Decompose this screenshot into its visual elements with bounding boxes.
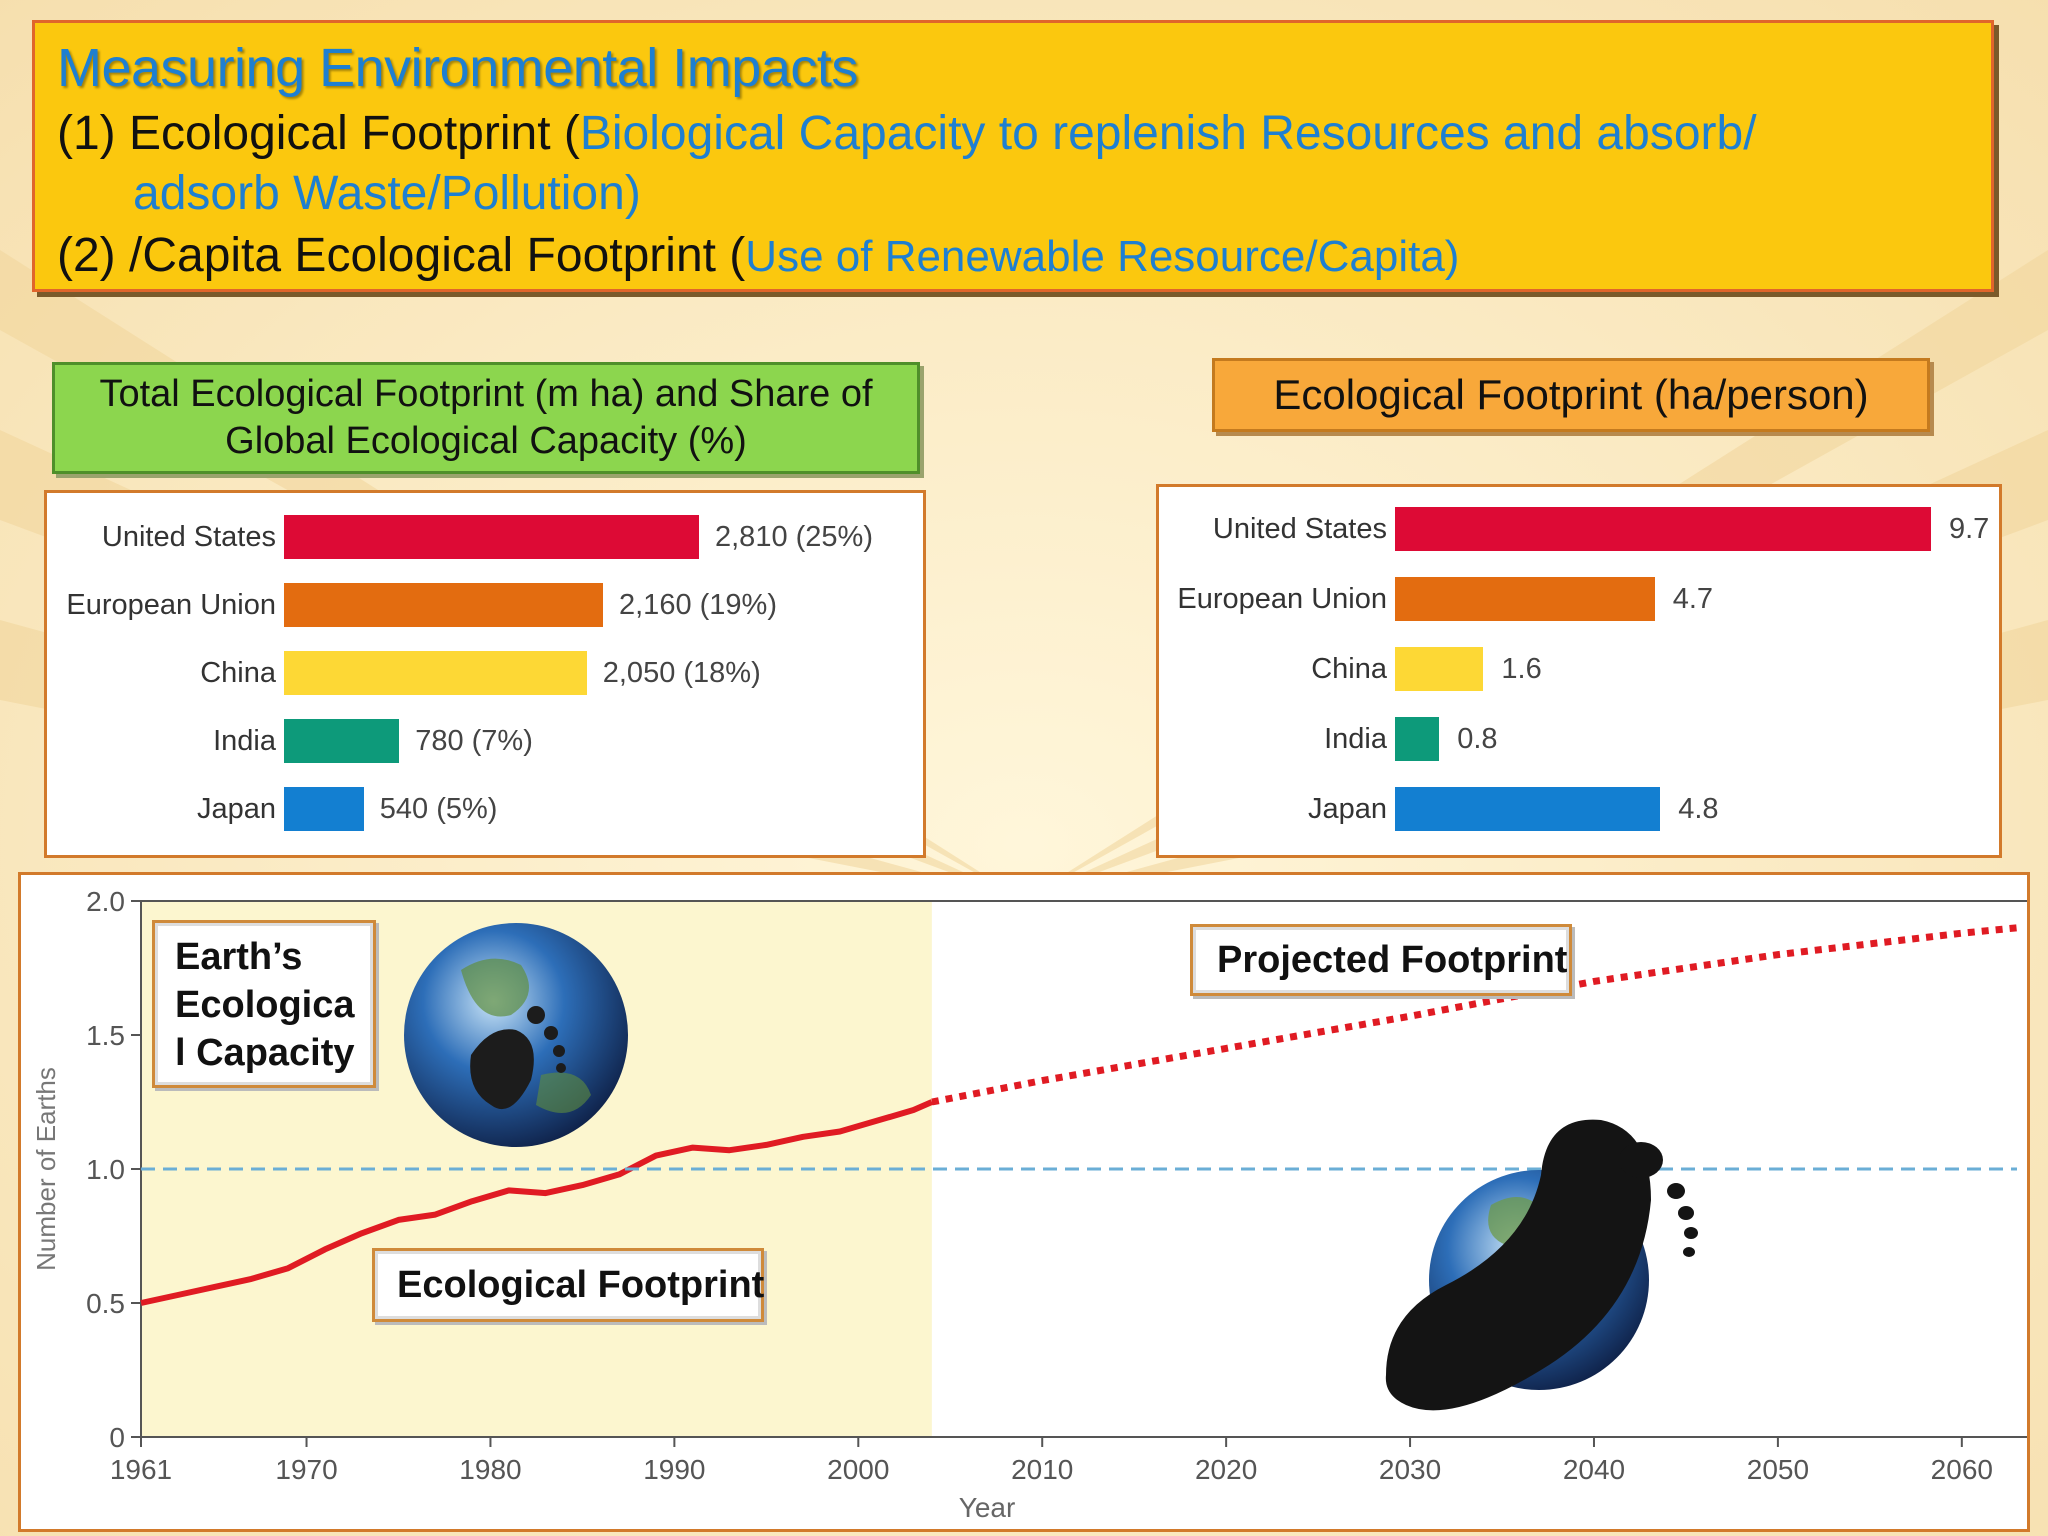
bar-category-label: India bbox=[213, 725, 276, 757]
y-tick-label: 0.5 bbox=[86, 1288, 125, 1319]
x-tick-label: 1970 bbox=[275, 1454, 337, 1485]
total-footprint-chart: United States 2,810 (25%) European Union 2,… bbox=[44, 490, 926, 858]
bar-row: Japan 4.8 bbox=[1308, 787, 1931, 831]
bar-value-label: 4.7 bbox=[1672, 583, 1714, 615]
bar-value-label: 540 (5%) bbox=[379, 793, 498, 825]
total-footprint-label-line1: Total Ecological Footprint (m ha) and Sh… bbox=[99, 373, 873, 415]
footprint-icon bbox=[1385, 1119, 1651, 1411]
bar-row: Japan 540 (5%) bbox=[197, 787, 699, 831]
bar bbox=[284, 515, 699, 559]
y-tick-label: 1.5 bbox=[86, 1020, 125, 1051]
y-tick-label: 0 bbox=[109, 1422, 125, 1453]
series-line-ecological-footprint bbox=[140, 1099, 934, 1306]
y-tick-label: 2.0 bbox=[86, 886, 125, 917]
y-axis-label: Number of Earths bbox=[31, 1067, 61, 1271]
x-tick-label: 1961 bbox=[110, 1454, 172, 1485]
header-line-2: adsorb Waste/Pollution) bbox=[133, 167, 641, 220]
bar-value-label: 4.8 bbox=[1678, 793, 1719, 825]
bar-value-label: 0.8 bbox=[1457, 723, 1498, 755]
bar-row: India 780 (7%) bbox=[213, 719, 699, 763]
bar-category-label: United States bbox=[101, 521, 276, 553]
header-banner: Measuring Environmental Impacts (1) Ecol… bbox=[32, 20, 1994, 292]
bar-row: European Union 4.7 bbox=[1177, 577, 1931, 621]
globe-icon bbox=[404, 923, 628, 1147]
x-tick-label: 2010 bbox=[1011, 1454, 1073, 1485]
bar-row: India 0.8 bbox=[1324, 717, 1931, 761]
footprint-icon bbox=[470, 1029, 534, 1110]
ecological-footprint-callout: Ecological Footprint bbox=[372, 1248, 764, 1322]
x-axis-label: Year bbox=[959, 1492, 1016, 1523]
bar-value-label: 2,050 (18%) bbox=[602, 657, 761, 689]
x-tick-label: 2020 bbox=[1195, 1454, 1257, 1485]
bar bbox=[1395, 647, 1484, 691]
bar-value-label: 9.7 bbox=[1949, 513, 1990, 545]
bar-value-label: 2,810 (25%) bbox=[715, 521, 873, 553]
bar-row: China 2,050 (18%) bbox=[200, 651, 761, 695]
bar bbox=[1395, 577, 1655, 621]
header-line-3-blue: Use of Renewable Resource/Capita) bbox=[745, 232, 1460, 281]
per-person-footprint-label: Ecological Footprint (ha/person) bbox=[1212, 358, 1930, 432]
bar-row: United States 2,810 (25%) bbox=[102, 515, 873, 559]
bar-category-label: China bbox=[1311, 653, 1387, 685]
x-tick-label: 2040 bbox=[1563, 1454, 1625, 1485]
series-line-projected-footprint bbox=[931, 924, 2018, 1106]
per-person-footprint-chart: United States 9.7 European Union 4.7 China 1.… bbox=[1156, 484, 2002, 858]
bar-row: European Union 2,160 (19%) bbox=[66, 583, 777, 627]
x-tick-label: 2060 bbox=[1931, 1454, 1993, 1485]
earth-capacity-callout-text: Earth’s Ecological Capacity bbox=[175, 936, 355, 1074]
bar bbox=[284, 651, 587, 695]
bar-value-label: 780 (7%) bbox=[415, 725, 533, 757]
footprint-globe-icon bbox=[1385, 1119, 1698, 1411]
header-line-3: (2) /Capita Ecological Footprint (Use of… bbox=[57, 228, 1459, 283]
x-tick-label: 2000 bbox=[827, 1454, 889, 1485]
bar-category-label: United States bbox=[1212, 513, 1387, 545]
header-line-1: (1) Ecological Footprint (Biological Cap… bbox=[57, 106, 1757, 161]
bar bbox=[284, 583, 603, 627]
bar-value-label: 2,160 (19%) bbox=[619, 589, 777, 621]
earth-capacity-callout: Earth’s Ecological Capacity bbox=[152, 920, 376, 1088]
x-tick-label: 2030 bbox=[1379, 1454, 1441, 1485]
bar bbox=[1395, 787, 1661, 831]
projected-footprint-callout: Projected Footprint bbox=[1190, 924, 1572, 996]
y-tick-label: 1.0 bbox=[86, 1154, 125, 1185]
total-footprint-label-line2: Global Ecological Capacity (%) bbox=[225, 420, 747, 462]
header-line-1-blue: Biological Capacity to replenish Resourc… bbox=[579, 107, 1757, 160]
x-tick-label: 2050 bbox=[1747, 1454, 1809, 1485]
x-tick-label: 1990 bbox=[643, 1454, 705, 1485]
bar bbox=[284, 719, 400, 763]
bar-category-label: Japan bbox=[1307, 793, 1387, 825]
bar bbox=[284, 787, 364, 831]
bar bbox=[1395, 717, 1440, 761]
header-line-3-prefix: (2) /Capita Ecological Footprint ( bbox=[57, 229, 746, 282]
bar-row: United States 9.7 bbox=[1213, 507, 1989, 551]
bar bbox=[1395, 507, 1931, 551]
bar-row: China 1.6 bbox=[1311, 647, 1931, 691]
total-footprint-label: Total Ecological Footprint (m ha) and Sh… bbox=[52, 362, 920, 474]
bar-category-label: European Union bbox=[1177, 583, 1387, 615]
bar-category-label: European Union bbox=[66, 589, 276, 621]
header-line-1-prefix: (1) Ecological Footprint ( bbox=[57, 107, 580, 160]
bar-category-label: India bbox=[1324, 723, 1387, 755]
bar-value-label: 1.6 bbox=[1501, 653, 1542, 685]
x-tick-label: 1980 bbox=[459, 1454, 521, 1485]
page-title: Measuring Environmental Impacts bbox=[57, 38, 858, 98]
bar-category-label: Japan bbox=[196, 793, 276, 825]
bar-category-label: China bbox=[200, 657, 276, 689]
